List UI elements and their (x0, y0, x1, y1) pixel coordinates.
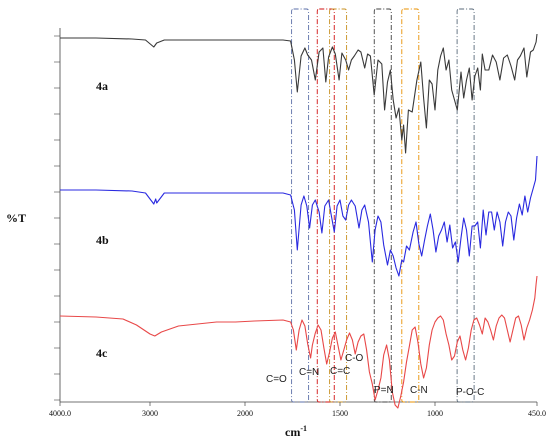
series-label-4c: 4c (96, 346, 108, 360)
band-box (401, 8, 420, 403)
band-box (373, 8, 392, 403)
annotation-p-o-c: P-O-C (456, 387, 484, 398)
annotation-c-c: C=C (330, 366, 350, 377)
x-tick-label: 450.0 (528, 409, 546, 418)
annotation-c-n-imine: C=N (299, 367, 319, 378)
series-line-4c (59, 275, 538, 409)
y-axis-label: %T (6, 211, 26, 225)
x-tick-label: 1000 (427, 409, 443, 418)
x-tick-label: 3000 (142, 409, 158, 418)
band-box (291, 8, 310, 403)
x-axis-ticks: 4000.0 3000 2000 1500 1000 450.0 (49, 402, 546, 418)
annotation-p-n: P=N (374, 385, 394, 396)
x-axis-label-exponent: -1 (300, 424, 307, 433)
band-box (329, 8, 348, 403)
spectra (59, 33, 538, 409)
series-line-4a (60, 33, 538, 154)
x-axis-label-unit: cm (285, 425, 300, 439)
annotation-c-n: C-N (410, 385, 428, 396)
x-tick-label: 4000.0 (49, 409, 71, 418)
series-line-4b (60, 155, 538, 277)
band-box (456, 8, 475, 403)
series-label-4b: 4b (96, 233, 109, 247)
annotation-c-o-carbonyl: C=O (266, 374, 287, 385)
x-tick-label: 2000 (237, 409, 253, 418)
left-axis-ticks (54, 35, 60, 401)
annotation-c-o-ether: C-O (345, 353, 364, 364)
x-tick-label: 1500 (332, 409, 348, 418)
series-label-4a: 4a (96, 79, 108, 93)
x-axis-label: cm-1 (285, 424, 307, 439)
